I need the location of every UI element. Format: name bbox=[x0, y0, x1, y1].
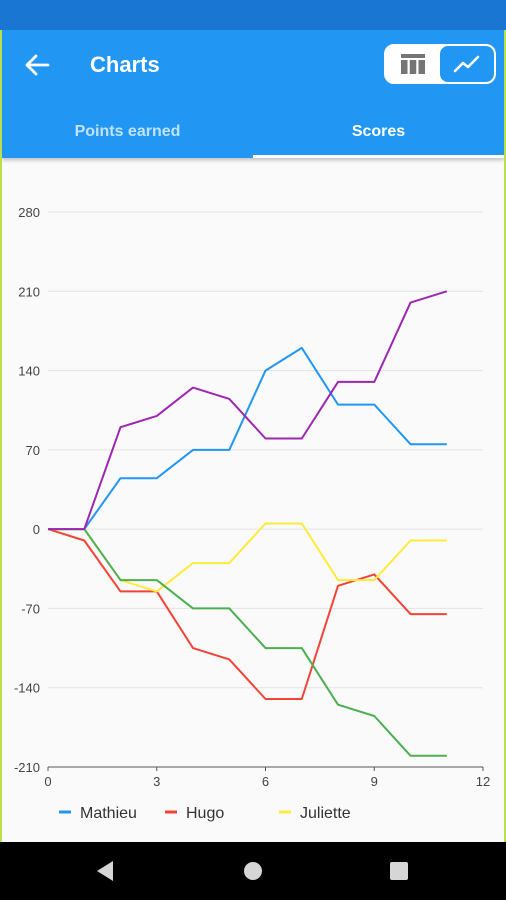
app-bar: Charts Points earned Scores bbox=[2, 30, 504, 158]
y-tick-label: -70 bbox=[21, 601, 40, 616]
series-line-astrid bbox=[48, 290, 448, 531]
status-bar bbox=[0, 0, 506, 30]
tab-scores[interactable]: Scores bbox=[351, 123, 406, 140]
y-tick-label: -140 bbox=[14, 681, 40, 696]
y-tick-label: 210 bbox=[18, 284, 40, 299]
arrow-left-icon bbox=[25, 54, 50, 76]
y-tick-label: -210 bbox=[14, 760, 40, 775]
series-line-juliette bbox=[48, 522, 447, 593]
app-frame: Charts Points earned Scores 280 210 140 70 0 bbox=[0, 30, 506, 842]
legend-label-juliette: Juliette bbox=[300, 805, 351, 822]
triangle-back-icon[interactable] bbox=[91, 856, 121, 886]
back-button[interactable] bbox=[20, 50, 54, 80]
y-tick-label: 0 bbox=[33, 522, 40, 537]
series-line-claire bbox=[48, 528, 447, 757]
y-tick-label: 140 bbox=[18, 364, 40, 379]
navigation-bar bbox=[0, 842, 506, 900]
table-icon bbox=[401, 54, 425, 74]
series-line-hugo bbox=[47, 528, 447, 700]
page-title: Charts bbox=[90, 52, 160, 77]
square-recents-icon[interactable] bbox=[384, 856, 414, 886]
y-tick-label: 280 bbox=[18, 205, 40, 220]
x-tick-label: 3 bbox=[153, 774, 160, 789]
x-tick-label: 12 bbox=[476, 774, 490, 789]
scores-line-chart: 280 210 140 70 0 -70 -140 -210 0 3 6 9 12 Mathieu Hug… bbox=[14, 205, 490, 822]
view-toggle bbox=[384, 44, 496, 84]
y-tick-label: 70 bbox=[26, 443, 40, 458]
table-view-button[interactable] bbox=[386, 46, 440, 82]
x-tick-label: 6 bbox=[262, 774, 269, 789]
line-chart-icon bbox=[453, 55, 480, 73]
x-tick-label: 9 bbox=[371, 774, 378, 789]
legend-label-hugo: Hugo bbox=[186, 805, 224, 822]
tab-indicator bbox=[253, 155, 504, 158]
legend-label-mathieu: Mathieu bbox=[80, 805, 137, 822]
x-tick-label: 0 bbox=[44, 774, 51, 789]
tab-points-earned[interactable]: Points earned bbox=[74, 123, 181, 140]
circle-home-icon[interactable] bbox=[238, 856, 268, 886]
chart-view-button[interactable] bbox=[440, 46, 494, 82]
series-line-mathieu bbox=[48, 346, 447, 531]
